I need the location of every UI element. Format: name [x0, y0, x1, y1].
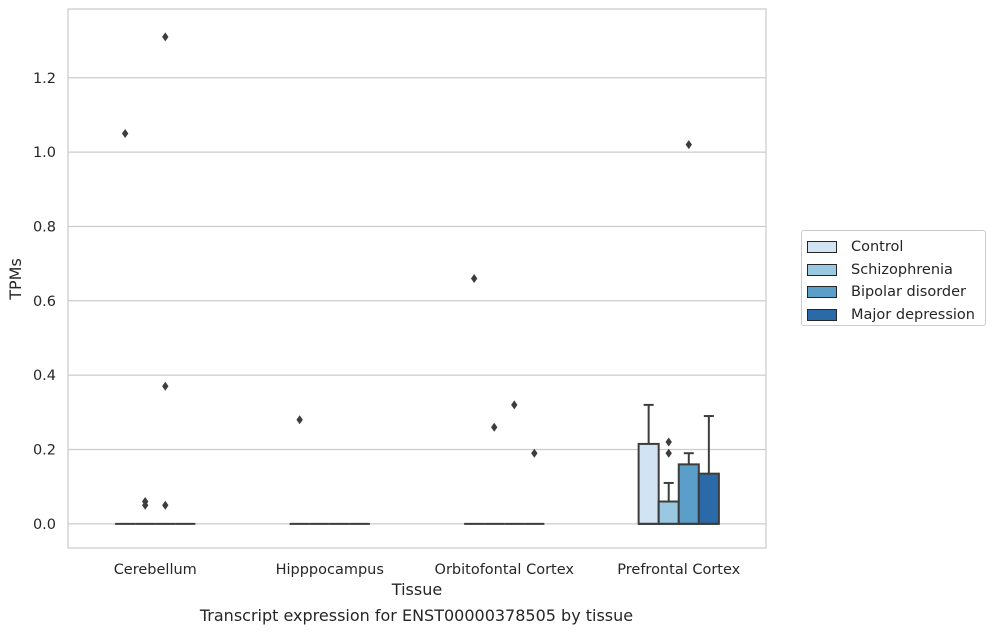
legend-item-major-depression: Major depression: [807, 304, 985, 327]
box-bipolar-disorder-cerebellum: [155, 32, 176, 525]
legend-item-schizophrenia: Schizophrenia: [807, 259, 985, 282]
outlier-point: [665, 437, 672, 447]
box-bipolar-disorder-orbitofontal-cortex: [504, 400, 525, 525]
series-bipolar-disorder: [155, 32, 700, 525]
box-bipolar-disorder-prefrontal-cortex: [677, 140, 700, 525]
outlier-point: [531, 448, 538, 458]
box-body: [637, 442, 660, 525]
series-schizophrenia: [135, 422, 680, 525]
box-schizophrenia-cerebellum: [135, 497, 156, 525]
box-major-depression-orbitofontal-cortex: [524, 448, 545, 525]
legend-label-major-depression: Major depression: [851, 306, 975, 323]
legend-label-bipolar-disorder: Bipolar disorder: [851, 284, 966, 301]
box-schizophrenia-prefrontal-cortex: [657, 437, 680, 525]
box-body: [677, 463, 700, 525]
x-tick-label: Prefrontal Cortex: [617, 562, 740, 578]
box-schizophrenia-orbitofontal-cortex: [484, 422, 505, 525]
box-control-cerebellum: [115, 129, 136, 525]
outlier-point: [685, 140, 692, 150]
y-tick-label: 0.8: [33, 219, 56, 235]
legend-swatch-schizophrenia: [807, 263, 837, 276]
outlier-point: [296, 415, 303, 425]
x-tick-label: Hipppocampus: [276, 562, 384, 578]
gridlines: [68, 77, 766, 525]
figure-caption: Transcript expression for ENST0000037850…: [199, 606, 634, 625]
y-tick-label: 0.4: [33, 368, 56, 384]
y-axis: 0.0 0.2 0.4 0.6 0.8 1.0 1.2: [33, 71, 56, 533]
legend-item-bipolar-disorder: Bipolar disorder: [807, 281, 985, 304]
box-control-prefrontal-cortex: [637, 403, 660, 525]
x-axis-label: Tissue: [391, 580, 442, 599]
y-tick-label: 1.0: [33, 145, 56, 161]
x-tick-label: Cerebellum: [114, 562, 197, 578]
x-tick-label: Orbitofontal Cortex: [435, 562, 575, 578]
legend-label-schizophrenia: Schizophrenia: [851, 261, 953, 278]
outlier-point: [665, 448, 672, 458]
box-body: [657, 500, 680, 525]
outlier-point: [491, 422, 498, 432]
outlier-point: [162, 381, 169, 391]
box-body: [697, 472, 720, 525]
y-tick-label: 0.6: [33, 294, 56, 310]
outlier-point: [162, 32, 169, 42]
legend: Control Schizophrenia Bipolar disorder M…: [801, 230, 986, 326]
legend-swatch-control: [807, 241, 837, 254]
x-axis: Cerebellum Hipppocampus Orbitofontal Corte…: [114, 562, 741, 578]
box-major-depression-prefrontal-cortex: [697, 415, 720, 525]
y-tick-label: 0.2: [33, 442, 56, 458]
plot-frame: [67, 8, 767, 549]
y-tick-label: 1.2: [33, 71, 56, 87]
series-control: [115, 129, 660, 525]
outlier-point: [511, 400, 518, 410]
legend-item-control: Control: [807, 236, 985, 259]
legend-swatch-major-depression: [807, 308, 837, 321]
outlier-point: [121, 129, 129, 139]
outlier-point: [470, 274, 478, 283]
outlier-point: [142, 500, 149, 510]
box-control-hipppocampus: [289, 415, 310, 525]
y-axis-label: TPMs: [6, 258, 25, 301]
legend-label-control: Control: [851, 239, 904, 256]
legend-swatch-bipolar-disorder: [807, 286, 837, 299]
y-tick-label: 0.0: [33, 517, 56, 533]
series-major-depression: [175, 415, 720, 525]
box-control-orbitofontal-cortex: [464, 274, 485, 525]
outlier-point: [162, 500, 169, 510]
box-plot-marks: [115, 32, 720, 525]
